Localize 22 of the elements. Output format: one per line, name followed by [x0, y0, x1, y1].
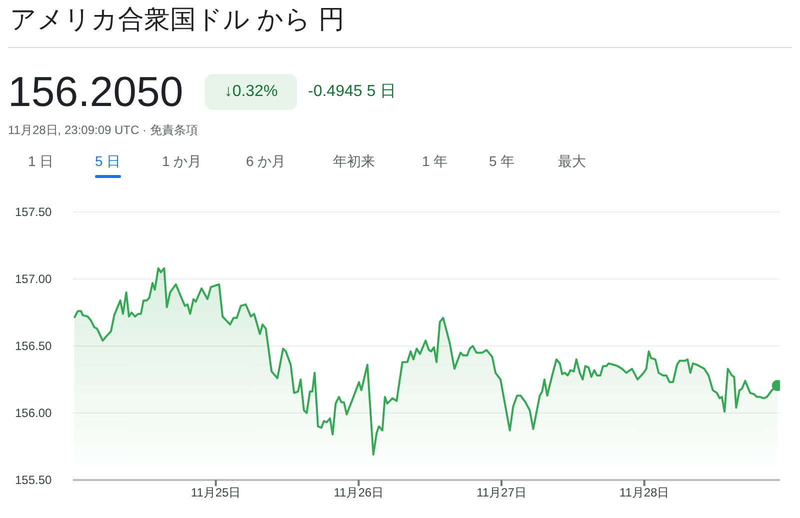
y-tick-label: 156.50 — [15, 339, 52, 353]
text: 1 年 — [422, 153, 448, 171]
x-tick-label: 11月28日 — [619, 486, 670, 500]
x-tick-label: 11月27日 — [476, 486, 526, 500]
chart-title: アメリカ合衆国ドル から 円 — [10, 3, 344, 36]
text: 1 日 — [28, 153, 54, 171]
x-tick-label: 11月26日 — [334, 486, 384, 500]
text: 年初来 — [333, 153, 375, 171]
text: 5 日 — [95, 153, 121, 171]
text: 1 か月 — [162, 153, 202, 171]
text: -0.4945 5 日 — [308, 82, 396, 102]
text: 11月28日, 23:09:09 UTC · 免責条項 — [8, 122, 198, 139]
y-tick-label: 157.50 — [15, 205, 52, 219]
text: 最大 — [558, 153, 586, 171]
y-tick-label: 155.50 — [15, 473, 52, 487]
text: 6 か月 — [246, 153, 286, 171]
x-tick-label: 11月25日 — [190, 486, 241, 500]
y-tick-label: 156.00 — [15, 406, 52, 420]
text: ↓0.32% — [205, 74, 297, 110]
text: 156.2050 — [8, 68, 184, 116]
y-tick-label: 157.00 — [15, 272, 52, 286]
text: 5 年 — [489, 153, 515, 171]
